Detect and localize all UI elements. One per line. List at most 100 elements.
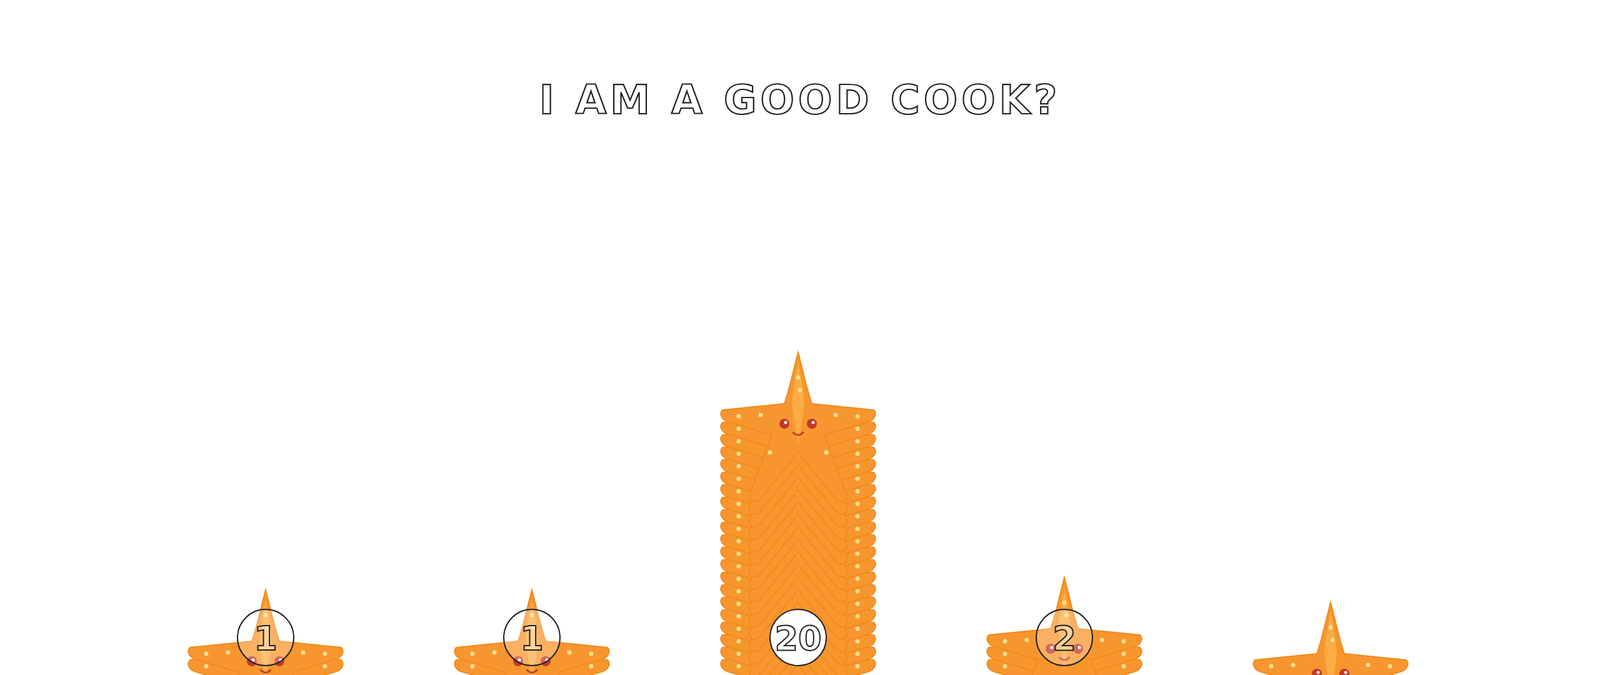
starfish-dot [1100,638,1105,643]
starfish [188,590,343,675]
starfish-dot [855,464,860,469]
starfish-dot [855,626,860,632]
data-label: 1 [520,618,544,659]
data-label: 2 [1052,618,1077,659]
starfish-dot [1025,638,1030,643]
starfish-dot [855,601,860,607]
starfish-dot [736,489,742,494]
starfish-dot [1366,663,1371,668]
starfish-smile [793,432,804,435]
starfish-dot [1062,600,1067,605]
starfish-dot [855,476,860,482]
starfish-dot [855,639,860,644]
starfish-dot [1330,638,1335,643]
starfish-dot [736,601,742,607]
starfish-eye [779,418,790,429]
starfish-dot [758,413,764,418]
starfish-body [1253,602,1408,675]
starfish-stack [188,590,343,675]
starfish-dot [1003,664,1008,669]
chart-title: I AM A GOOD COOK? [539,76,1062,124]
starfish-dot [567,650,572,655]
starfish-stripe [1324,612,1337,675]
starfish-dot [736,514,742,519]
starfish-dot [736,589,742,594]
starfish-dot [1388,664,1393,669]
starfish-dot [470,664,475,669]
starfish-eye-shine [784,421,788,425]
starfish-dot [204,664,209,669]
starfish-dot [855,551,860,557]
data-label-group: 2 [1036,609,1093,666]
starfish [1253,602,1408,675]
starfish [720,352,875,502]
starfish-dot [301,650,306,655]
starfish-stack [986,577,1142,675]
starfish-dot [204,651,209,657]
starfish-body [986,577,1142,675]
starfish-dot [589,664,594,669]
starfish-dot [1121,664,1127,669]
starfish-dot [798,388,803,393]
starfish-dot [736,526,742,532]
starfish-eye-shine [1316,671,1320,675]
starfish [986,577,1142,675]
starfish-dot [833,413,839,418]
starfish-body [720,352,875,502]
starfish [454,590,609,675]
starfish-dot [736,651,742,657]
starfish-dot [736,564,742,569]
data-label-badge [237,609,294,666]
starfish-smile [260,670,271,673]
starfish-eye [1311,668,1322,675]
starfish-dot [824,450,829,455]
starfish-dot [736,426,742,432]
data-label-badge [770,609,827,666]
chart-root: I AM A GOOD COOK? 1 1 20 2 [0,0,1600,675]
starfish-dot [855,614,860,619]
starfish-dot [736,551,742,557]
starfish-dot [736,501,742,507]
starfish-dot [1003,651,1008,657]
starfish-dot [855,439,860,444]
starfish-stack [720,352,875,675]
starfish-eye [806,418,817,429]
starfish-dot [855,526,860,532]
data-label-group: 1 [237,609,294,666]
starfish-dot [226,650,231,655]
data-label-group: 20 [770,609,827,666]
starfish-dot [796,375,801,380]
starfish-dot [1269,664,1274,669]
starfish-dot [855,589,860,594]
starfish-dot [855,664,860,669]
starfish-dot [855,414,860,419]
data-label-badge [1036,609,1093,666]
data-label: 20 [774,618,822,659]
starfish-body [188,590,343,675]
starfish-dot [736,614,742,619]
starfish-dot [855,564,860,569]
starfish-dot [736,539,742,544]
starfish-dot [1328,625,1334,630]
starfish-dot [855,489,860,494]
chart-svg: I AM A GOOD COOK? 1 1 20 2 [0,0,1600,675]
starfish-dot [736,464,742,469]
starfish-eye [1339,668,1350,675]
starfish-smile [526,670,537,673]
starfish-stack [454,590,609,675]
starfish-dot [736,476,742,482]
starfish-dot [855,576,860,582]
starfish-dot [323,664,328,669]
starfish-dot [855,451,860,457]
starfish-dot [855,539,860,544]
starfish-dot [855,426,860,432]
starfish-dot [1121,651,1127,657]
starfish-eye-shine [1344,671,1348,675]
starfish-dot [855,501,860,507]
starfish-dot [470,651,475,657]
marks [188,352,1408,675]
starfish-dot [855,514,860,519]
starfish-body [454,590,609,675]
starfish-dot [736,626,742,632]
data-label: 1 [253,618,278,659]
